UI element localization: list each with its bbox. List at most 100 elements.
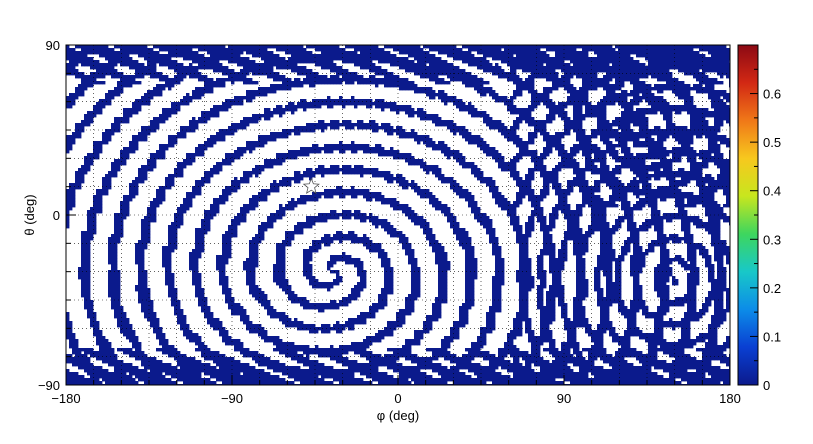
heatmap-cell <box>669 63 673 67</box>
heatmap-cell <box>612 93 616 97</box>
heatmap-cell <box>159 120 163 124</box>
heatmap-cell <box>102 81 106 85</box>
heatmap-cell <box>570 90 574 94</box>
heatmap-cell <box>504 75 508 79</box>
heatmap-cell <box>204 75 208 79</box>
heatmap-cell <box>639 141 643 145</box>
heatmap-cell <box>537 51 541 55</box>
heatmap-cell <box>414 87 418 91</box>
heatmap-cell <box>717 117 721 121</box>
heatmap-cell <box>222 69 226 73</box>
heatmap-cell <box>525 63 529 67</box>
heatmap-cell <box>690 48 694 52</box>
heatmap-cell <box>639 45 643 49</box>
heatmap-cell <box>411 156 415 160</box>
heatmap-cell <box>561 57 565 61</box>
heatmap-cell <box>411 114 415 118</box>
heatmap-cell <box>519 54 523 58</box>
heatmap-cell <box>726 117 730 121</box>
heatmap-cell <box>129 48 133 52</box>
heatmap-cell <box>219 51 223 55</box>
heatmap-cell <box>708 138 712 142</box>
heatmap-cell <box>624 48 628 52</box>
heatmap-cell <box>144 45 148 49</box>
heatmap-cell <box>696 117 700 121</box>
heatmap-cell <box>204 63 208 67</box>
heatmap-cell <box>402 51 406 55</box>
heatmap-cell <box>516 45 520 49</box>
heatmap-cell <box>669 84 673 88</box>
heatmap-cell <box>714 60 718 64</box>
heatmap-cell <box>429 60 433 64</box>
heatmap-cell <box>636 81 640 85</box>
heatmap-cell <box>627 165 631 169</box>
heatmap-cell <box>630 90 634 94</box>
heatmap-cell <box>432 90 436 94</box>
heatmap-cell <box>573 150 577 154</box>
heatmap-cell <box>564 66 568 70</box>
heatmap-cell <box>642 117 646 121</box>
heatmap-cell <box>282 132 286 136</box>
heatmap-cell <box>138 72 142 76</box>
heatmap-cell <box>576 105 580 109</box>
heatmap-cell <box>633 45 637 49</box>
heatmap-cell <box>135 48 139 52</box>
heatmap-cell <box>534 45 538 49</box>
heatmap-cell <box>135 63 139 67</box>
heatmap-cell <box>420 54 424 58</box>
heatmap-cell <box>570 60 574 64</box>
heatmap-cell <box>375 66 379 70</box>
heatmap-cell <box>711 126 715 130</box>
heatmap-cell <box>267 90 271 94</box>
heatmap-cell <box>105 138 109 142</box>
heatmap-cell <box>255 51 259 55</box>
heatmap-cell <box>498 126 502 130</box>
heatmap-cell <box>552 63 556 67</box>
heatmap-cell <box>366 63 370 67</box>
heatmap-cell <box>711 159 715 163</box>
heatmap-cell <box>561 156 565 160</box>
heatmap-cell <box>657 126 661 130</box>
heatmap-cell <box>411 45 415 49</box>
heatmap-cell <box>690 150 694 154</box>
heatmap-cell <box>669 132 673 136</box>
heatmap-cell <box>462 129 466 133</box>
heatmap-cell <box>99 150 103 154</box>
heatmap-cell <box>363 60 367 64</box>
heatmap-cell <box>327 150 331 154</box>
heatmap-cell <box>696 111 700 115</box>
heatmap-cell <box>705 132 709 136</box>
heatmap-cell <box>288 66 292 70</box>
heatmap-cell <box>519 114 523 118</box>
heatmap-cell <box>285 66 289 70</box>
heatmap-cell <box>609 90 613 94</box>
heatmap-cell <box>210 60 214 64</box>
heatmap-cell <box>111 165 115 169</box>
heatmap-cell <box>372 81 376 85</box>
heatmap-cell <box>723 117 727 121</box>
heatmap-cell <box>198 57 202 61</box>
heatmap-cell <box>672 129 676 133</box>
heatmap-cell <box>324 102 328 106</box>
heatmap-cell <box>552 138 556 142</box>
heatmap-cell <box>279 63 283 67</box>
heatmap-cell <box>582 54 586 58</box>
heatmap-cell <box>393 153 397 157</box>
heatmap-cell <box>612 84 616 88</box>
heatmap-cell <box>375 129 379 133</box>
heatmap-cell <box>216 165 220 169</box>
heatmap-cell <box>168 138 172 142</box>
heatmap-cell <box>318 60 322 64</box>
heatmap-cell <box>615 135 619 139</box>
heatmap-cell <box>447 147 451 151</box>
heatmap-cell <box>114 90 118 94</box>
heatmap-cell <box>186 93 190 97</box>
heatmap-cell <box>717 165 721 169</box>
heatmap-cell <box>723 90 727 94</box>
heatmap-cell <box>495 48 499 52</box>
heatmap-cell <box>261 57 265 61</box>
heatmap-cell <box>525 120 529 124</box>
heatmap-cell <box>627 57 631 61</box>
heatmap-cell <box>375 78 379 82</box>
heatmap-cell <box>300 45 304 49</box>
